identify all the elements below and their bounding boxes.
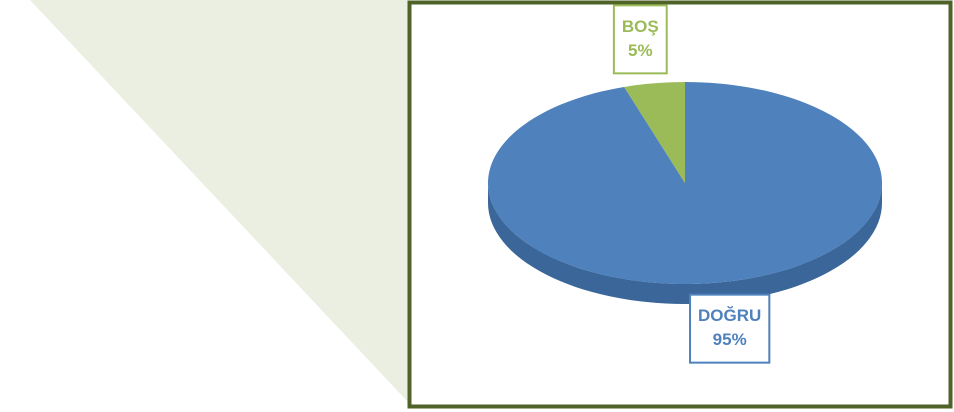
pie-slice [488, 82, 883, 285]
pie-slice [624, 82, 685, 183]
pie [488, 82, 883, 304]
label-category: BOŞ [622, 17, 659, 36]
label-category: DOĞRU [698, 306, 761, 325]
background-shape [30, 0, 408, 402]
data-label: BOŞ 5% [612, 4, 668, 75]
label-box [612, 4, 668, 75]
label-value: 5% [628, 41, 653, 60]
pie-side [488, 183, 882, 304]
labels: DOĞRU 95% BOŞ 5% [612, 4, 771, 364]
data-label: DOĞRU 95% [689, 293, 771, 364]
label-value: 95% [713, 330, 747, 349]
label-box [689, 293, 771, 364]
